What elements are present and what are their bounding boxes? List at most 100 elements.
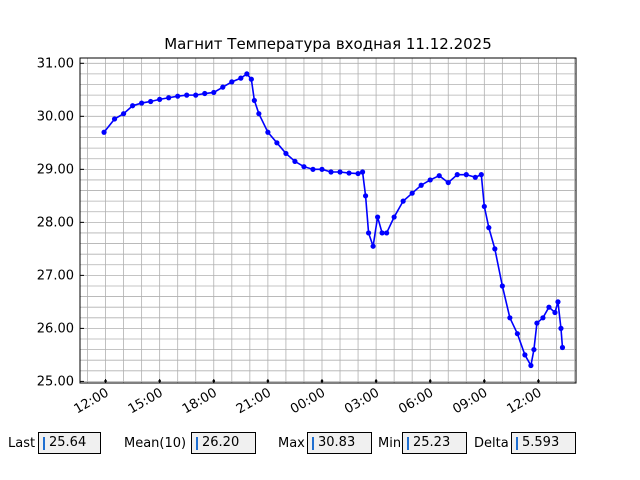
data-point xyxy=(454,172,460,178)
max-value: 30.83 xyxy=(318,435,356,450)
data-point xyxy=(310,166,316,172)
data-point xyxy=(184,92,190,98)
data-point xyxy=(558,325,564,331)
x-tick-dot xyxy=(212,379,216,383)
data-point xyxy=(463,172,469,178)
mean-value-field[interactable]: 26.20 xyxy=(191,432,256,454)
data-point xyxy=(244,71,250,77)
series-temperature xyxy=(101,71,566,369)
data-point xyxy=(384,230,390,236)
data-point xyxy=(283,150,289,157)
data-point xyxy=(507,315,513,321)
data-point xyxy=(292,158,298,164)
data-point xyxy=(375,214,381,220)
data-point xyxy=(139,100,145,106)
data-point xyxy=(514,331,520,337)
x-tick-label: 03:00 xyxy=(342,385,382,417)
x-tick-label: 12:00 xyxy=(72,385,112,417)
data-point xyxy=(111,116,118,122)
data-point xyxy=(472,174,478,180)
data-point xyxy=(256,111,262,117)
text-cursor xyxy=(407,437,409,450)
data-point xyxy=(319,166,325,172)
y-tick-label: 27.00 xyxy=(37,268,74,283)
data-point xyxy=(359,169,366,175)
x-tick-dot xyxy=(266,379,270,383)
x-tick-label: 21:00 xyxy=(234,385,274,417)
max-label: Max xyxy=(278,436,305,451)
data-point xyxy=(391,214,397,220)
mean-label: Mean(10) xyxy=(124,436,187,451)
x-tick-dot xyxy=(374,379,378,383)
data-point xyxy=(522,352,528,358)
data-point xyxy=(365,230,372,236)
data-point xyxy=(436,173,442,179)
text-cursor xyxy=(43,437,45,450)
y-tick-label: 29.00 xyxy=(37,162,74,177)
data-point xyxy=(528,362,534,369)
x-tick-dot xyxy=(158,379,161,383)
last-value-field[interactable]: 25.64 xyxy=(38,432,101,454)
x-tick-dot xyxy=(483,379,486,383)
data-point xyxy=(427,177,433,183)
data-point xyxy=(555,299,561,305)
data-point xyxy=(355,170,361,177)
y-tick-label: 26.00 xyxy=(37,321,74,336)
data-point xyxy=(211,89,217,96)
x-tick-label: 15:00 xyxy=(126,385,166,417)
plot-frame xyxy=(79,57,577,384)
data-point xyxy=(379,230,385,236)
x-tick-label: 09:00 xyxy=(450,385,490,417)
temperature-chart: Магнит Температура входная 11.12.2025 25… xyxy=(37,35,577,417)
data-point xyxy=(478,172,484,178)
data-point xyxy=(337,169,343,175)
grid xyxy=(80,58,576,383)
data-point xyxy=(540,315,546,321)
data-point xyxy=(531,346,537,353)
axes: 25.00 26.00 27.00 28.00 29.00 30.00 31.00 12:00… xyxy=(37,56,545,417)
data-point xyxy=(445,179,451,186)
data-point xyxy=(328,169,334,175)
series-line xyxy=(103,72,564,368)
data-point xyxy=(251,97,257,104)
x-tick-dot xyxy=(428,379,432,383)
x-tick-dot xyxy=(320,379,324,383)
data-point xyxy=(400,198,406,204)
delta-value: 5.593 xyxy=(522,435,560,450)
data-point xyxy=(220,84,226,90)
data-point xyxy=(157,96,163,102)
data-point xyxy=(274,140,280,146)
text-cursor xyxy=(312,437,314,450)
x-tick-label: 18:00 xyxy=(180,385,220,417)
data-point xyxy=(193,92,199,98)
min-label: Min xyxy=(378,436,402,451)
data-point xyxy=(418,182,424,188)
last-value: 25.64 xyxy=(49,435,87,450)
y-tick-label: 28.00 xyxy=(37,215,74,230)
last-label: Last xyxy=(8,436,36,451)
data-point xyxy=(238,75,244,81)
delta-value-field[interactable]: 5.593 xyxy=(511,432,576,454)
data-point xyxy=(148,98,154,105)
data-point xyxy=(499,283,505,289)
max-value-field[interactable]: 30.83 xyxy=(307,432,372,454)
min-value: 25.23 xyxy=(413,435,451,450)
data-point xyxy=(175,93,181,99)
x-tick-dot xyxy=(537,379,540,383)
data-point xyxy=(120,111,127,117)
data-point xyxy=(346,170,352,176)
data-point xyxy=(370,243,376,249)
chart-title: Магнит Температура входная 11.12.2025 xyxy=(164,35,492,53)
x-tick-dot xyxy=(104,379,107,383)
x-tick-label: 00:00 xyxy=(288,385,328,417)
data-point xyxy=(229,79,235,85)
data-point xyxy=(202,90,208,97)
data-point xyxy=(166,95,172,101)
data-point xyxy=(409,190,415,196)
data-point xyxy=(546,304,552,310)
data-point xyxy=(265,129,271,135)
data-point xyxy=(486,225,492,231)
min-value-field[interactable]: 25.23 xyxy=(402,432,467,454)
text-cursor xyxy=(516,437,518,450)
delta-label: Delta xyxy=(474,436,509,451)
